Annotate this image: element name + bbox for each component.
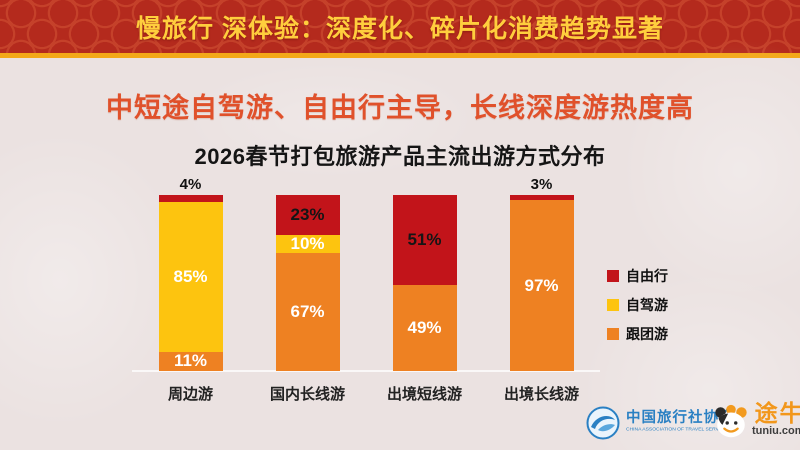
association-name-en: CHINA ASSOCIATION OF TRAVEL SERVICES bbox=[626, 426, 731, 432]
bar-segment: 23% bbox=[275, 195, 340, 236]
stacked-bar: 23% 10% 67% bbox=[275, 195, 340, 371]
legend-item: 自由行 bbox=[607, 266, 668, 286]
tuniu-brand-name: 途牛 bbox=[754, 400, 800, 426]
legend-item: 跟团游 bbox=[607, 324, 668, 344]
legend-label: 自由行 bbox=[626, 268, 668, 284]
legend-swatch bbox=[607, 299, 619, 311]
bar-outside-label: 3% bbox=[530, 176, 553, 193]
bar-segment bbox=[509, 195, 574, 201]
chart-legend: 自由行 自驾游 跟团游 bbox=[607, 266, 668, 344]
chart-baseline bbox=[132, 370, 600, 372]
association-text: 中国旅行社协会 CHINA ASSOCIATION OF TRAVEL SERV… bbox=[626, 409, 795, 436]
top-banner: 慢旅行 深体验：深度化、碎片化消费趋势显著 bbox=[0, 0, 800, 53]
bar-segment: 67% bbox=[275, 253, 340, 371]
bar-segment: 10% bbox=[275, 235, 340, 254]
category-label: 出境短线游 bbox=[386, 386, 462, 403]
bar-column: 51% 49% bbox=[366, 177, 483, 371]
legend-swatch bbox=[607, 270, 619, 282]
bar-segment: 85% bbox=[158, 202, 223, 352]
association-globe-icon bbox=[586, 406, 620, 440]
bar-column: 4% 85% 11% bbox=[132, 177, 249, 371]
chart-title: 2026春节打包旅游产品主流出游方式分布 bbox=[194, 144, 606, 169]
association-name-cn: 中国旅行社协会 bbox=[626, 409, 735, 426]
bar-column: 3% 97% bbox=[483, 177, 600, 371]
bars-container: 4% 85% 11% 23% 10% 67% 51% 49% 3% 97% bbox=[132, 177, 600, 371]
bar-segment: 51% bbox=[392, 195, 457, 285]
bar-segment: 11% bbox=[158, 351, 223, 371]
tuniu-cow-icon bbox=[715, 404, 747, 438]
legend-item: 自驾游 bbox=[607, 295, 668, 315]
association-logo: 中国旅行社协会 CHINA ASSOCIATION OF TRAVEL SERV… bbox=[586, 406, 795, 440]
bar-segment: 97% bbox=[509, 200, 574, 371]
bar-column: 23% 10% 67% bbox=[249, 177, 366, 371]
stacked-bar: 85% 11% bbox=[158, 195, 223, 371]
stacked-bar: 51% 49% bbox=[392, 195, 457, 371]
category-label: 周边游 bbox=[167, 386, 213, 403]
category-labels-row: 周边游 国内长线游 出境短线游 出境长线游 bbox=[132, 383, 600, 404]
banner-gold-stripe bbox=[0, 53, 800, 58]
legend-label: 跟团游 bbox=[626, 326, 668, 342]
stacked-bar: 97% bbox=[509, 195, 574, 371]
slide-headline: 中短途自驾游、自由行主导，长线深度游热度高 bbox=[106, 93, 694, 123]
category-label: 出境长线游 bbox=[503, 386, 579, 403]
bar-outside-label: 4% bbox=[179, 176, 202, 193]
legend-swatch bbox=[607, 328, 619, 340]
bar-segment: 49% bbox=[392, 284, 457, 371]
category-label: 国内长线游 bbox=[269, 386, 345, 403]
bar-segment bbox=[158, 195, 223, 203]
tuniu-text: 途牛 tuniu.com bbox=[752, 402, 800, 437]
tuniu-logo: 途牛 tuniu.com bbox=[712, 402, 800, 442]
banner-title: 慢旅行 深体验：深度化、碎片化消费趋势显著 bbox=[136, 14, 664, 43]
legend-label: 自驾游 bbox=[626, 297, 668, 313]
tuniu-domain: tuniu.com bbox=[752, 425, 800, 437]
